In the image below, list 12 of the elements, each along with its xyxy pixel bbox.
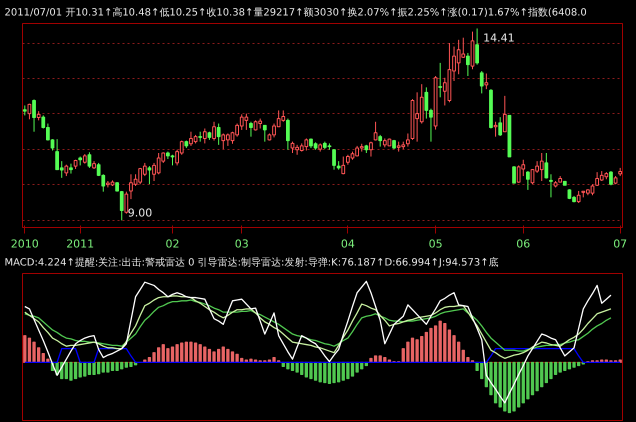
chart-title: MACD:4.224↑提醒:关注:出击:警戒雷达 0 引导雷达:制导雷达:发射:导弹:K:76.187↑D:66.994↑J:94.573↑底: [4, 256, 499, 268]
chart-title: 2011/07/01 开10.31↑高10.48↑低10.25↑收10.38↑量29217↑额3030↑换2.07%↑振2.25%↑涨(0.17)1.67%↑指数(6408.0: [4, 6, 587, 18]
x-tick-label: 05: [428, 238, 443, 250]
x-tick-label: 2011: [66, 238, 94, 250]
x-tick-label: 2010: [10, 238, 39, 250]
x-tick-label: 07: [613, 238, 628, 250]
annotation: 9.00: [128, 206, 152, 220]
annotation: 14.41: [483, 31, 515, 44]
x-tick-label: 02: [166, 238, 180, 250]
x-tick-label: 04: [340, 238, 355, 250]
x-tick-label: 06: [516, 238, 530, 250]
x-tick-label: 03: [234, 238, 249, 250]
